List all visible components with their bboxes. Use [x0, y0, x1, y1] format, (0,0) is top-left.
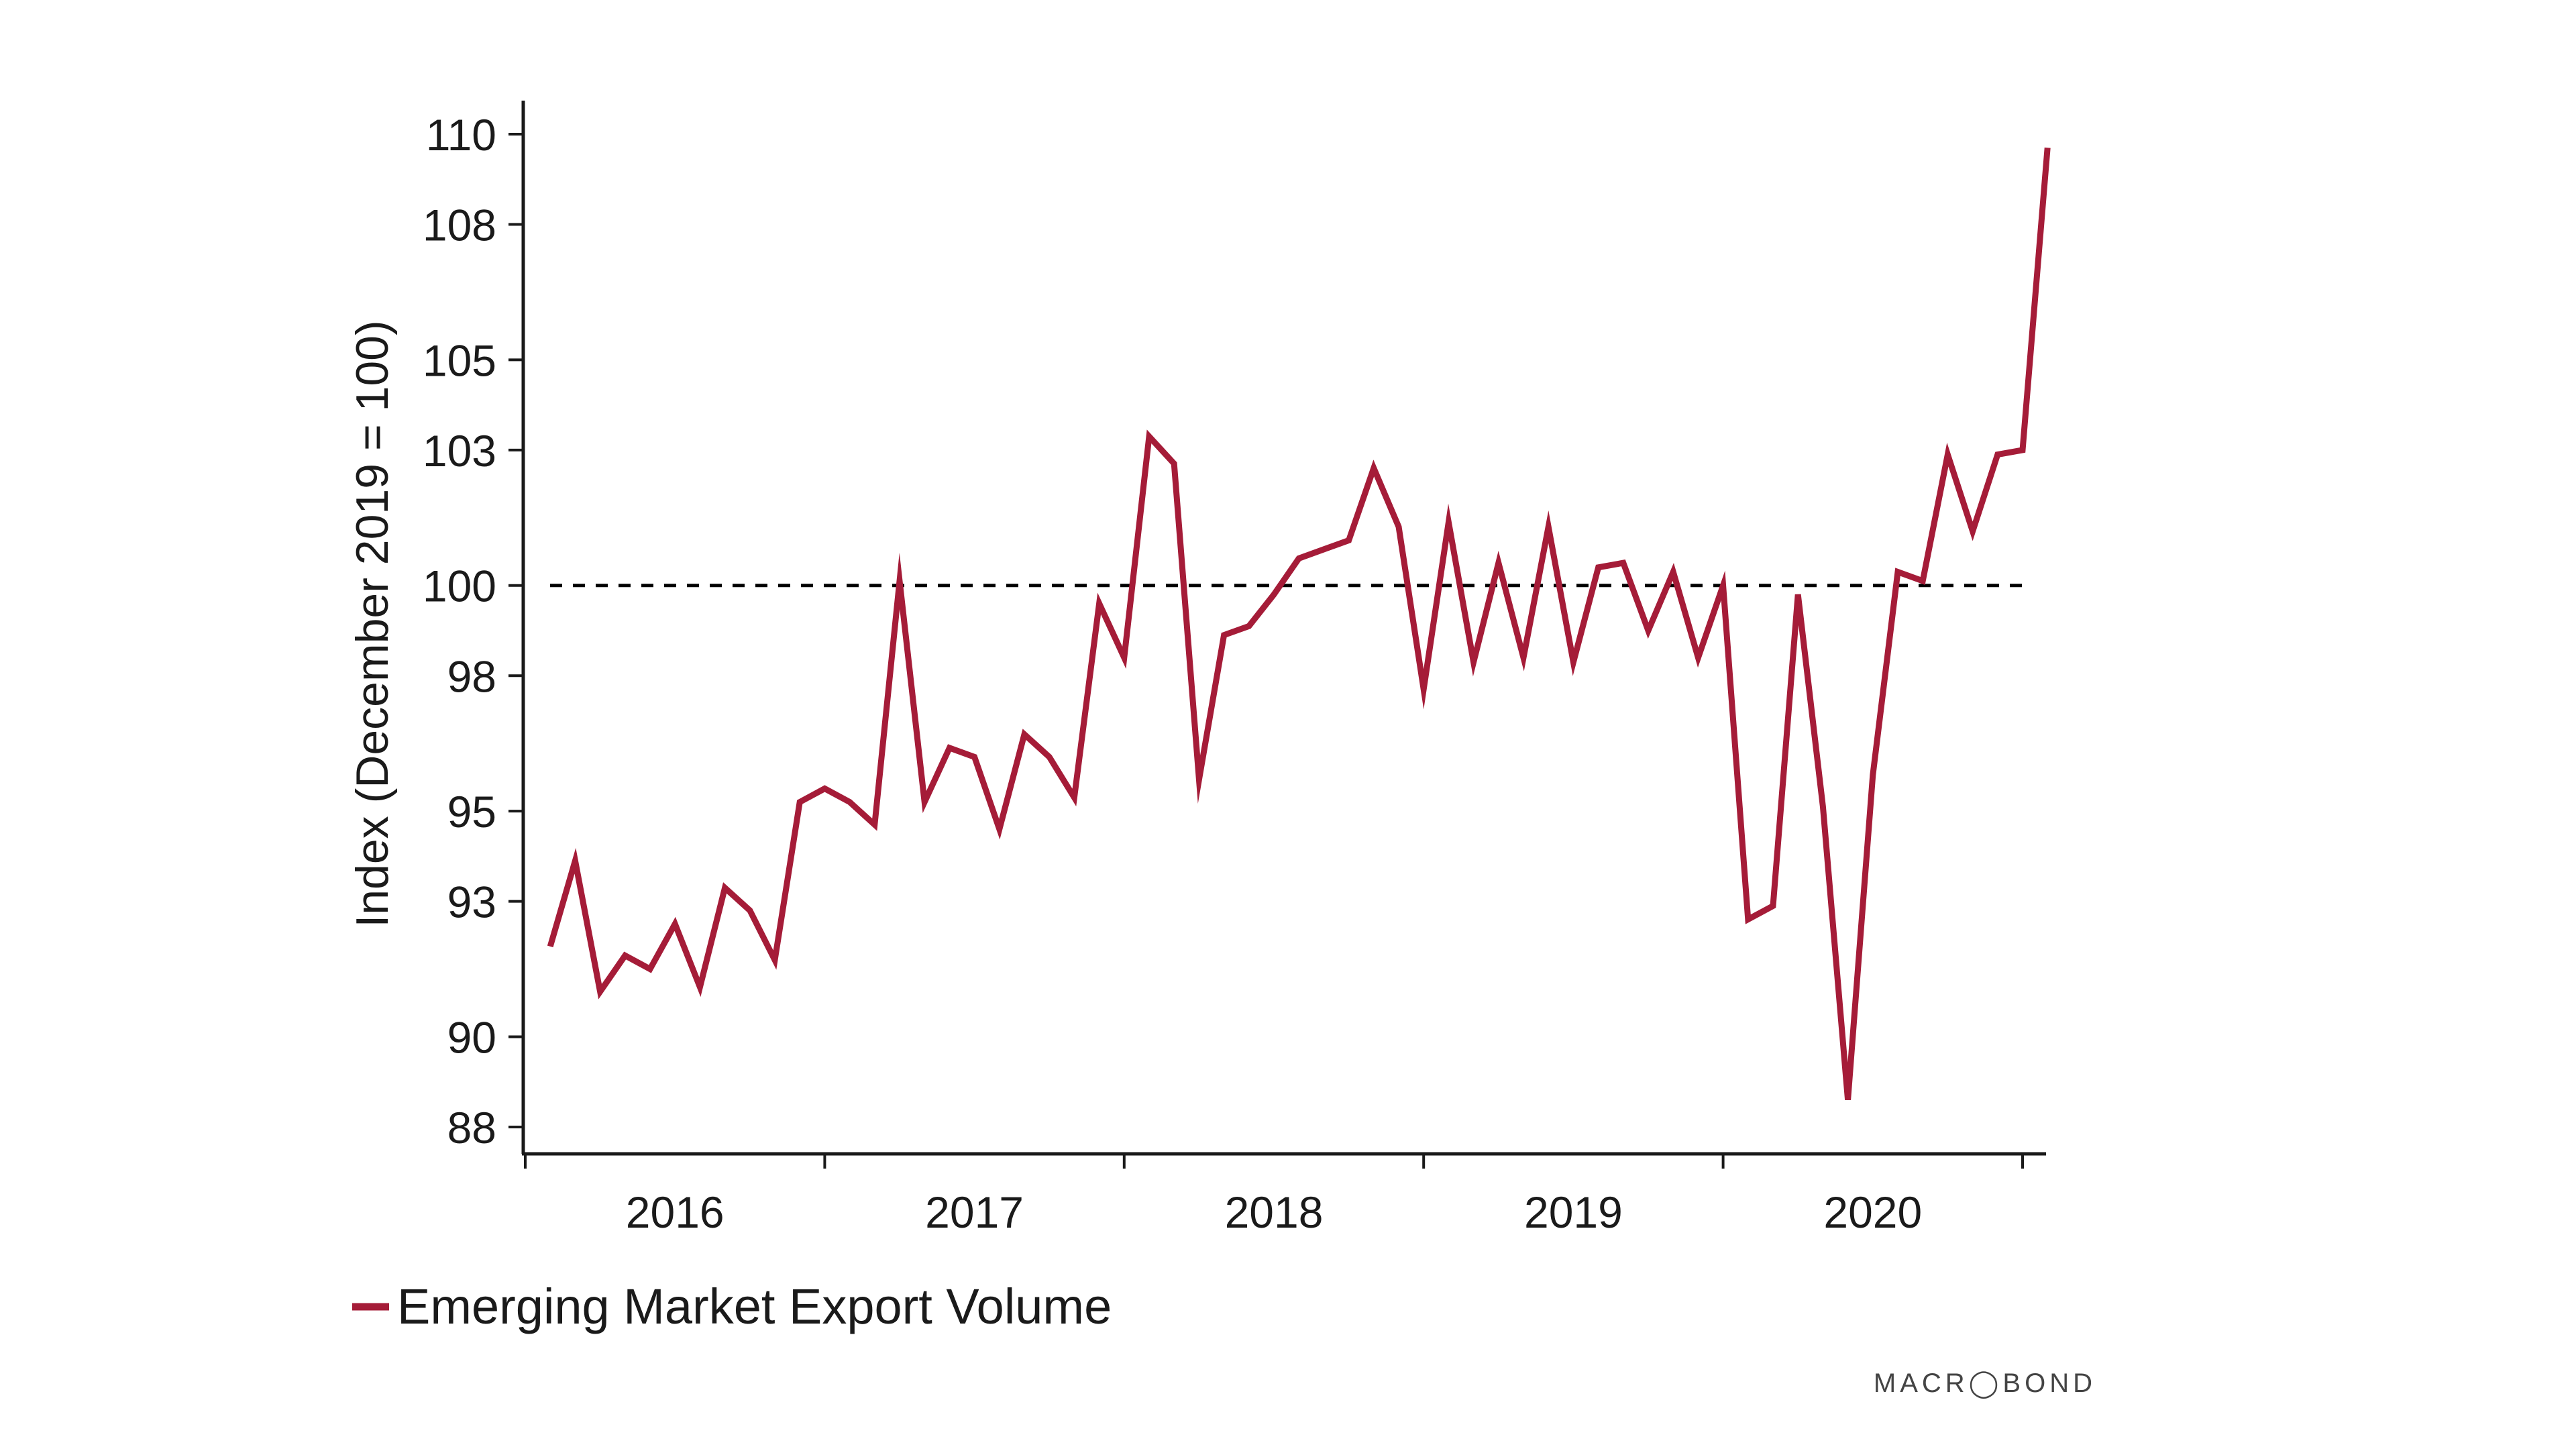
y-tick-label: 98	[447, 651, 496, 701]
macrobond-logo: MACR◯BOND	[1874, 1368, 2096, 1399]
x-tick-label: 2020	[1823, 1187, 1922, 1237]
x-tick-label: 2016	[626, 1187, 724, 1237]
y-tick-label: 95	[447, 787, 496, 837]
y-tick-label: 110	[426, 110, 496, 160]
plot-area	[547, 147, 2051, 1100]
y-axis-ticks: 88 90 93 95 98 100 103 105 108 110	[423, 110, 523, 1152]
y-tick-label: 108	[423, 201, 496, 250]
y-axis-title: Index (December 2019 = 100)	[347, 320, 398, 927]
y-tick-label: 100	[423, 561, 496, 611]
legend-label: Emerging Market Export Volume	[397, 1279, 1112, 1334]
y-tick-label: 90	[447, 1012, 496, 1062]
series-line	[547, 147, 2051, 1100]
x-tick-label: 2018	[1225, 1187, 1324, 1237]
y-tick-label: 103	[423, 426, 496, 476]
x-axis-ticks: 2016 2017 2018 2019 2020	[524, 1154, 2024, 1237]
y-tick-label: 93	[447, 877, 496, 927]
x-tick-label: 2019	[1524, 1187, 1623, 1237]
legend: Emerging Market Export Volume	[352, 1279, 1112, 1334]
y-tick-label: 88	[447, 1103, 496, 1152]
x-tick-label: 2017	[925, 1187, 1024, 1237]
y-tick-label: 105	[423, 335, 496, 385]
